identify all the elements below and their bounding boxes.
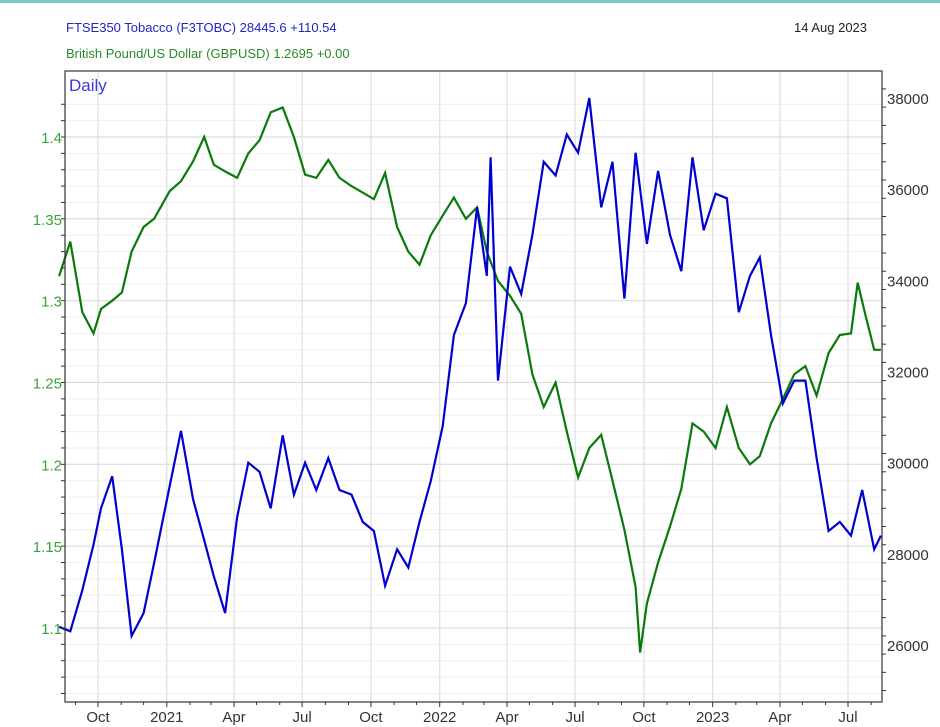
x-axis-tick: Oct	[359, 709, 383, 726]
series1-legend: FTSE350 Tobacco (F3TOBC) 28445.6 +110.54	[66, 20, 337, 35]
x-axis-tick: Apr	[495, 709, 518, 726]
plot-area	[65, 71, 882, 702]
x-axis-tick: Apr	[768, 709, 791, 726]
f3tobc-line	[58, 97, 882, 640]
top-accent-bar	[0, 0, 940, 3]
x-axis-tick: Jul	[838, 709, 857, 726]
x-axis-tick: 2021	[150, 709, 183, 726]
plot-frame	[64, 70, 883, 703]
right-axis-tick: 34000	[887, 273, 929, 290]
left-axis-tick: 1.35	[33, 212, 62, 229]
x-axis-tick: Jul	[293, 709, 312, 726]
right-axis-tick: 30000	[887, 456, 929, 473]
x-axis-tick: 2023	[696, 709, 729, 726]
x-axis: Oct 2021 Apr Jul Oct 2022 Apr Jul Oct 2023 Apr Jul	[75, 702, 872, 726]
right-axis: 26000 28000 30000 32000 34000 36000 38000	[882, 88, 929, 692]
left-axis-tick: 1.25	[33, 376, 62, 393]
period-label: Daily	[69, 76, 107, 95]
right-axis-tick: 26000	[887, 638, 929, 655]
left-axis-tick: 1.1	[41, 621, 62, 638]
gbpusd-line	[58, 106, 881, 653]
right-axis-tick: 36000	[887, 182, 929, 199]
right-axis-tick: 38000	[887, 91, 929, 108]
x-axis-tick: Jul	[565, 709, 584, 726]
x-axis-tick: 2022	[423, 709, 456, 726]
left-axis: 1.1 1.15 1.2 1.25 1.3 1.35 1.4	[33, 103, 65, 694]
chart-date: 14 Aug 2023	[794, 20, 868, 35]
right-axis-tick: 32000	[887, 365, 929, 382]
x-axis-tick: Oct	[86, 709, 110, 726]
x-axis-tick: Oct	[632, 709, 656, 726]
left-axis-tick: 1.4	[41, 130, 62, 147]
gridlines	[65, 71, 882, 702]
left-axis-tick: 1.3	[41, 294, 62, 311]
x-axis-tick: Apr	[222, 709, 245, 726]
left-axis-tick: 1.15	[33, 539, 62, 556]
series2-legend: British Pound/US Dollar (GBPUSD) 1.2695 …	[66, 46, 350, 61]
right-axis-tick: 28000	[887, 547, 929, 564]
left-axis-tick: 1.2	[41, 457, 62, 474]
